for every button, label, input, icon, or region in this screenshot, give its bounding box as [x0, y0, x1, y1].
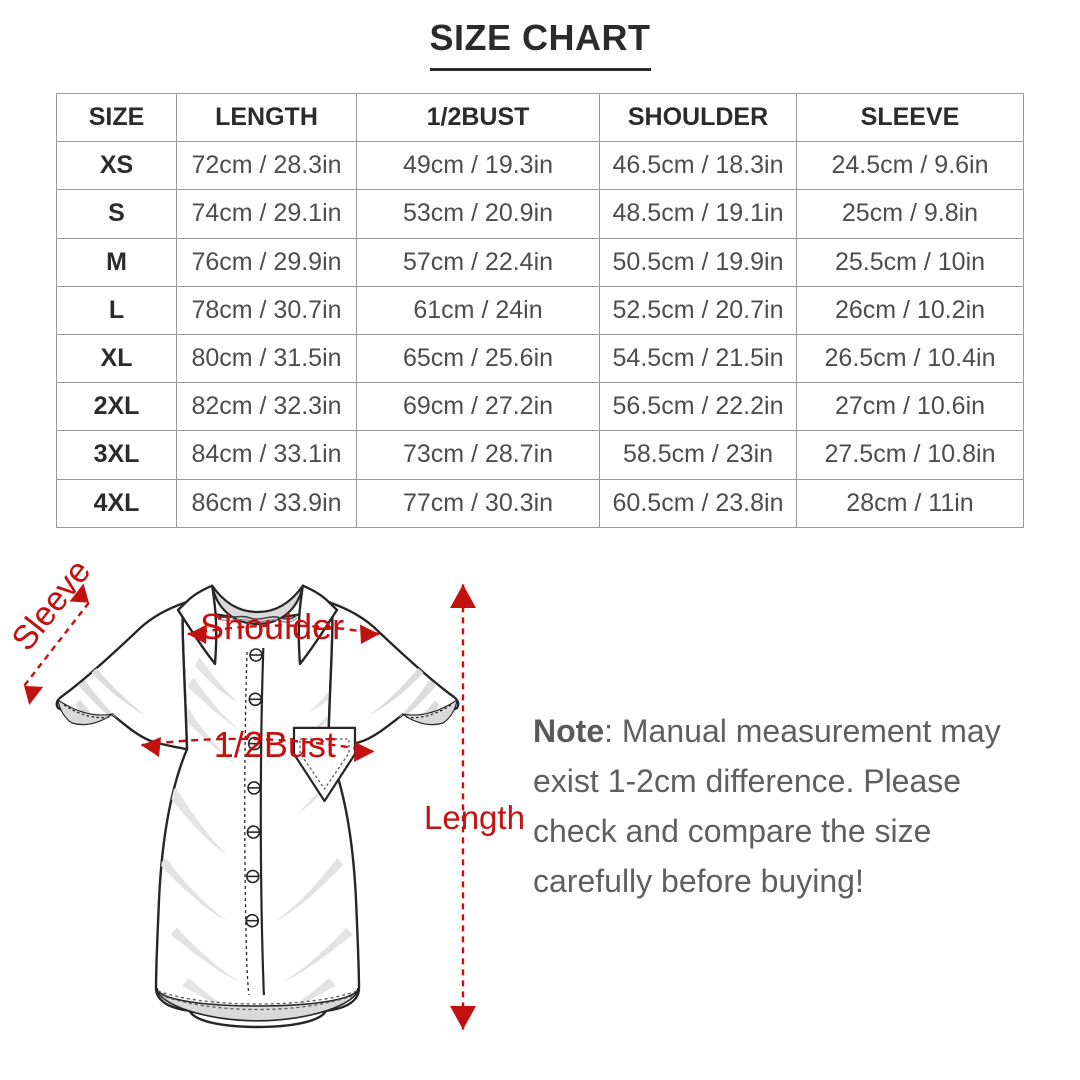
- svg-text:Sleeve: Sleeve: [4, 553, 98, 658]
- svg-text:1/2Bust: 1/2Bust: [214, 724, 336, 765]
- svg-text:Shoulder: Shoulder: [200, 606, 344, 647]
